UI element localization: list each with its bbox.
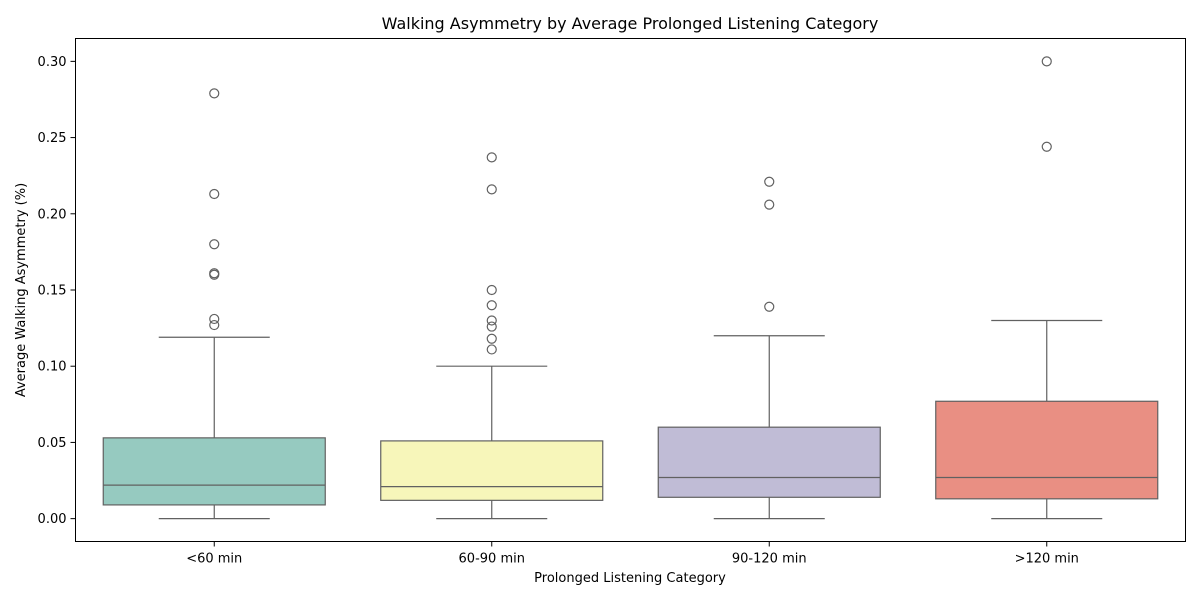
outlier-point <box>764 301 775 312</box>
outlier-point <box>209 319 220 331</box>
iqr-box <box>380 440 604 501</box>
box-group-category-3 <box>657 176 881 520</box>
outlier-point <box>1041 141 1052 152</box>
outlier-point <box>486 315 497 326</box>
y-tick-label: 0.25 <box>38 131 67 146</box>
outlier-point <box>209 268 220 279</box>
box-group-category-1 <box>102 88 326 520</box>
outlier-point <box>486 344 497 355</box>
x-axis: <60 min 60-90 min 90-120 min >120 min <box>186 541 1079 567</box>
y-tick-label: 0.15 <box>38 284 67 299</box>
y-axis-title: Average Walking Asymmetry (%) <box>14 183 29 397</box>
y-tick-label: 0.00 <box>38 512 67 527</box>
outlier-point <box>764 176 775 187</box>
box-group-category-4 <box>935 56 1159 520</box>
iqr-box <box>657 426 881 498</box>
outlier-point <box>486 321 497 332</box>
y-axis: 0.00 0.05 0.10 0.15 0.20 0.25 0.30 <box>38 55 76 527</box>
outlier-point <box>486 333 497 344</box>
y-tick-label: 0.30 <box>38 55 67 70</box>
x-tick-label: >120 min <box>1015 552 1079 567</box>
outlier-point <box>209 88 220 99</box>
outlier-point <box>209 313 220 325</box>
y-tick-label: 0.10 <box>38 360 67 375</box>
outlier-point <box>486 152 497 163</box>
y-tick-label: 0.05 <box>38 436 67 451</box>
chart-title: Walking Asymmetry by Average Prolonged L… <box>382 14 879 33</box>
outlier-point <box>209 239 220 250</box>
x-axis-title: Prolonged Listening Category <box>534 571 726 586</box>
y-tick-label: 0.20 <box>38 207 67 222</box>
x-tick-label: 90-120 min <box>732 552 807 567</box>
x-tick-label: 60-90 min <box>459 552 525 567</box>
outlier-point <box>1041 56 1052 67</box>
outlier-point <box>764 199 775 210</box>
outlier-point <box>486 284 497 296</box>
iqr-box <box>102 437 326 506</box>
plot-area <box>102 56 1159 520</box>
iqr-box <box>935 400 1159 500</box>
outlier-point <box>486 300 497 311</box>
outlier-point <box>486 184 497 195</box>
outlier-point <box>209 188 220 200</box>
x-tick-label: <60 min <box>186 552 242 567</box>
box-group-category-2 <box>380 152 604 520</box>
